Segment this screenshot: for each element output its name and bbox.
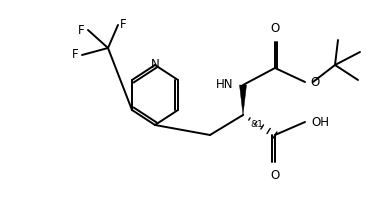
Text: OH: OH — [311, 116, 329, 129]
Text: N: N — [151, 59, 159, 71]
Text: &1: &1 — [250, 120, 263, 129]
Text: O: O — [310, 76, 319, 88]
Text: F: F — [71, 49, 78, 62]
Text: O: O — [270, 169, 280, 182]
Text: F: F — [77, 24, 84, 37]
Polygon shape — [240, 85, 247, 115]
Text: HN: HN — [216, 79, 233, 92]
Text: F: F — [120, 18, 127, 32]
Text: O: O — [270, 22, 280, 35]
